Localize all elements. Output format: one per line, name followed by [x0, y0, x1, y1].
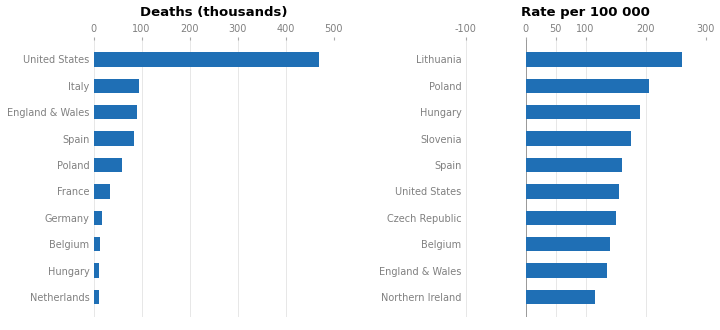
Bar — [94, 237, 100, 251]
Bar — [94, 105, 137, 119]
Bar — [526, 105, 639, 119]
Bar — [526, 211, 616, 225]
Bar — [526, 131, 631, 146]
Title: Deaths (thousands): Deaths (thousands) — [140, 6, 287, 19]
Bar — [526, 158, 621, 172]
Bar — [526, 52, 682, 67]
Bar — [94, 263, 99, 278]
Bar — [526, 290, 595, 304]
Bar — [94, 131, 135, 146]
Bar — [94, 184, 110, 199]
Bar — [94, 211, 102, 225]
Bar — [526, 79, 649, 93]
Bar — [94, 290, 99, 304]
Bar — [94, 52, 319, 67]
Bar — [526, 237, 610, 251]
Bar — [94, 79, 139, 93]
Title: Rate per 100 000: Rate per 100 000 — [521, 6, 650, 19]
Bar — [94, 158, 122, 172]
Bar — [526, 263, 606, 278]
Bar — [526, 184, 618, 199]
